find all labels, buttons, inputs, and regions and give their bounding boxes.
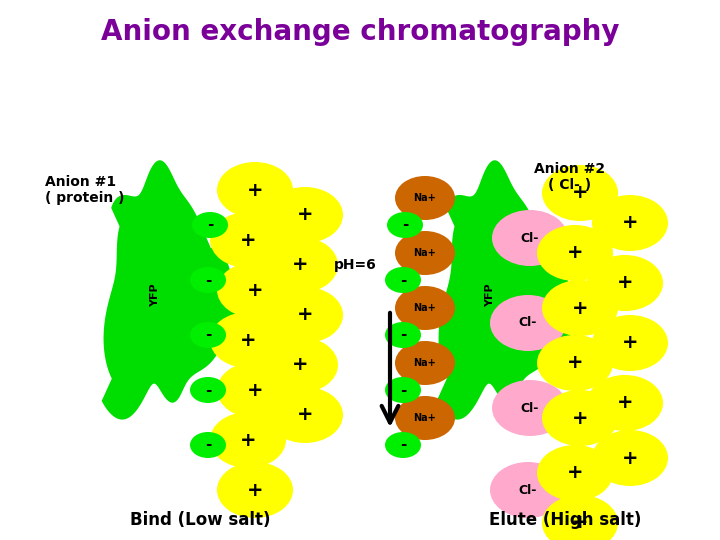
Text: -: - [400, 437, 406, 453]
Ellipse shape [542, 390, 618, 446]
Ellipse shape [192, 212, 228, 238]
Text: +: + [622, 449, 638, 468]
Text: +: + [292, 355, 308, 375]
Ellipse shape [395, 341, 455, 385]
Text: -: - [400, 382, 406, 397]
Text: Anion exchange chromatography: Anion exchange chromatography [101, 18, 619, 46]
Ellipse shape [385, 432, 421, 458]
Text: +: + [297, 406, 313, 424]
Text: Na+: Na+ [413, 248, 436, 258]
Ellipse shape [217, 262, 293, 318]
Ellipse shape [587, 255, 663, 311]
Ellipse shape [537, 445, 613, 501]
Text: Na+: Na+ [413, 303, 436, 313]
Text: -: - [402, 218, 408, 233]
Text: +: + [567, 244, 583, 262]
Text: -: - [204, 382, 211, 397]
Text: -: - [400, 273, 406, 287]
Ellipse shape [492, 210, 568, 266]
Ellipse shape [190, 267, 226, 293]
Ellipse shape [210, 312, 286, 368]
Ellipse shape [267, 187, 343, 243]
Ellipse shape [267, 287, 343, 343]
Text: +: + [247, 180, 264, 199]
Ellipse shape [210, 212, 286, 268]
Ellipse shape [387, 212, 423, 238]
Text: +: + [240, 430, 256, 449]
Text: -: - [204, 273, 211, 287]
Text: +: + [247, 481, 264, 500]
Ellipse shape [217, 462, 293, 518]
Ellipse shape [395, 286, 455, 330]
Ellipse shape [542, 495, 618, 540]
Ellipse shape [592, 195, 668, 251]
Text: -: - [207, 218, 213, 233]
Text: +: + [617, 394, 634, 413]
Text: pH=6: pH=6 [333, 258, 377, 272]
Ellipse shape [542, 280, 618, 336]
Text: YFP: YFP [485, 283, 495, 307]
Text: Na+: Na+ [413, 413, 436, 423]
Ellipse shape [542, 165, 618, 221]
Text: Na+: Na+ [413, 193, 436, 203]
Text: +: + [572, 299, 588, 318]
Ellipse shape [190, 377, 226, 403]
Text: Cl-: Cl- [519, 316, 537, 329]
Ellipse shape [210, 412, 286, 468]
Text: +: + [572, 184, 588, 202]
Ellipse shape [592, 430, 668, 486]
Text: +: + [622, 334, 638, 353]
Ellipse shape [217, 362, 293, 418]
Ellipse shape [395, 176, 455, 220]
Text: Cl-: Cl- [519, 483, 537, 496]
Ellipse shape [385, 377, 421, 403]
Text: Cl-: Cl- [521, 402, 539, 415]
Ellipse shape [190, 322, 226, 348]
Text: +: + [297, 206, 313, 225]
Text: +: + [572, 408, 588, 428]
Ellipse shape [490, 462, 566, 518]
Text: +: + [617, 273, 634, 293]
Text: Cl-: Cl- [521, 232, 539, 245]
Ellipse shape [395, 231, 455, 275]
Ellipse shape [490, 295, 566, 351]
Ellipse shape [385, 267, 421, 293]
Ellipse shape [217, 162, 293, 218]
Ellipse shape [267, 387, 343, 443]
Ellipse shape [592, 315, 668, 371]
Text: +: + [567, 354, 583, 373]
Text: Anion #2
( Cl- ): Anion #2 ( Cl- ) [534, 162, 606, 192]
Text: YFP: YFP [150, 283, 160, 307]
Text: +: + [292, 255, 308, 274]
Text: Na+: Na+ [413, 358, 436, 368]
Text: +: + [240, 330, 256, 349]
Ellipse shape [537, 335, 613, 391]
Text: Anion #1
( protein ): Anion #1 ( protein ) [45, 175, 125, 205]
Ellipse shape [262, 237, 338, 293]
Ellipse shape [385, 322, 421, 348]
Ellipse shape [587, 375, 663, 431]
Text: +: + [240, 231, 256, 249]
Ellipse shape [492, 380, 568, 436]
Text: +: + [247, 381, 264, 400]
Text: +: + [622, 213, 638, 233]
Text: -: - [400, 327, 406, 342]
Text: Elute (High salt): Elute (High salt) [489, 511, 642, 529]
Text: Bind (Low salt): Bind (Low salt) [130, 511, 270, 529]
Text: +: + [567, 463, 583, 483]
Text: +: + [572, 514, 588, 532]
Text: +: + [297, 306, 313, 325]
Polygon shape [437, 160, 572, 420]
Ellipse shape [190, 432, 226, 458]
Polygon shape [102, 160, 237, 420]
Ellipse shape [537, 225, 613, 281]
Ellipse shape [395, 396, 455, 440]
Ellipse shape [262, 337, 338, 393]
Text: -: - [204, 437, 211, 453]
Text: +: + [247, 280, 264, 300]
Text: -: - [204, 327, 211, 342]
